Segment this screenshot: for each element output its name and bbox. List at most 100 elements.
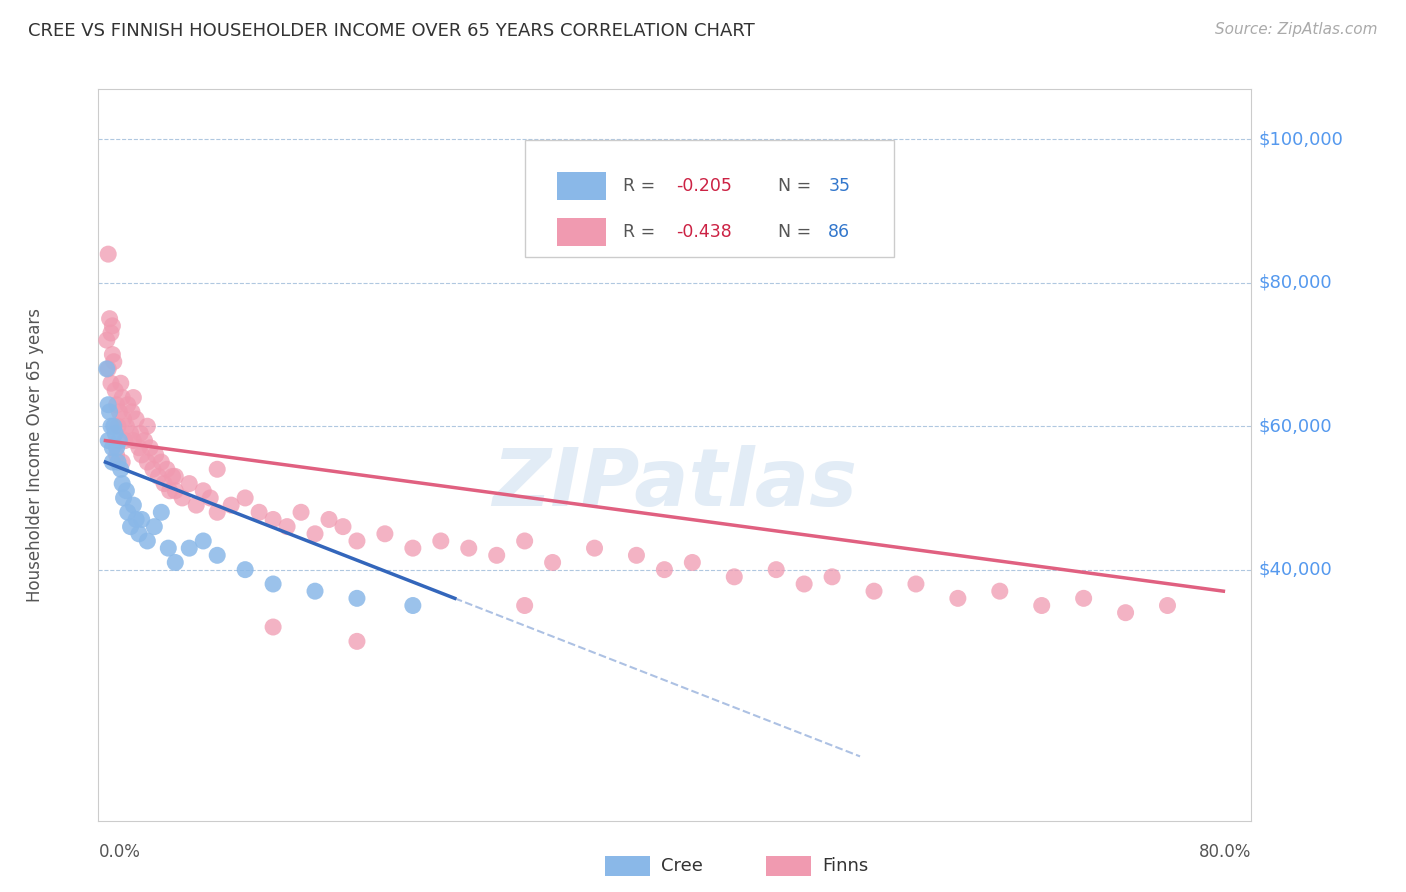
Point — [318, 512, 340, 526]
Point — [105, 448, 128, 462]
Point — [111, 476, 134, 491]
Point — [150, 505, 173, 519]
Text: Finns: Finns — [823, 857, 869, 875]
Text: N =: N = — [768, 177, 817, 194]
Point — [179, 541, 201, 556]
Point — [165, 469, 187, 483]
Point — [205, 505, 228, 519]
Point — [100, 376, 122, 391]
Point — [142, 462, 165, 476]
Point — [136, 533, 159, 548]
Point — [793, 577, 815, 591]
Text: N =: N = — [768, 223, 817, 241]
Point — [125, 512, 148, 526]
Point — [513, 599, 536, 613]
Point — [101, 318, 124, 333]
Point — [262, 577, 284, 591]
Point — [402, 599, 425, 613]
Point — [346, 591, 368, 606]
Point — [103, 354, 125, 368]
Point — [276, 519, 298, 533]
Point — [346, 634, 368, 648]
Text: -0.438: -0.438 — [676, 223, 731, 241]
Point — [125, 412, 148, 426]
Point — [134, 434, 156, 448]
FancyBboxPatch shape — [524, 140, 894, 258]
Point — [128, 526, 150, 541]
Text: R =: R = — [623, 223, 661, 241]
Point — [111, 391, 134, 405]
Point — [101, 455, 124, 469]
Point — [120, 426, 142, 441]
Point — [97, 247, 120, 261]
Text: $60,000: $60,000 — [1258, 417, 1331, 435]
Point — [105, 398, 128, 412]
Point — [117, 505, 139, 519]
Point — [457, 541, 479, 556]
Point — [988, 584, 1011, 599]
Text: Source: ZipAtlas.com: Source: ZipAtlas.com — [1215, 22, 1378, 37]
Point — [200, 491, 222, 505]
Point — [654, 563, 676, 577]
Point — [159, 483, 181, 498]
Point — [485, 549, 508, 563]
Point — [304, 526, 326, 541]
Point — [97, 434, 120, 448]
Point — [143, 519, 166, 533]
Text: Cree: Cree — [661, 857, 703, 875]
Point — [108, 434, 131, 448]
Point — [107, 419, 129, 434]
Text: 0.0%: 0.0% — [98, 843, 141, 861]
Point — [863, 584, 886, 599]
Point — [100, 419, 122, 434]
Text: 86: 86 — [828, 223, 851, 241]
Point — [262, 512, 284, 526]
Point — [765, 563, 787, 577]
Point — [233, 563, 256, 577]
Point — [821, 570, 844, 584]
Text: 35: 35 — [828, 177, 851, 194]
Point — [247, 505, 270, 519]
Point — [904, 577, 927, 591]
Point — [153, 476, 176, 491]
Point — [122, 498, 145, 512]
Point — [97, 362, 120, 376]
Point — [103, 419, 125, 434]
Point — [156, 462, 179, 476]
Point — [172, 491, 194, 505]
Point — [233, 491, 256, 505]
Point — [98, 405, 121, 419]
Point — [131, 512, 153, 526]
Point — [120, 519, 142, 533]
Point — [205, 549, 228, 563]
Point — [105, 441, 128, 455]
Point — [115, 419, 138, 434]
Point — [97, 398, 120, 412]
Text: -0.205: -0.205 — [676, 177, 733, 194]
Point — [139, 441, 162, 455]
Point — [104, 384, 127, 398]
Point — [332, 519, 354, 533]
Point — [165, 483, 187, 498]
Point — [96, 333, 118, 347]
Point — [150, 455, 173, 469]
Point — [681, 556, 703, 570]
Point — [110, 376, 132, 391]
Text: ZIPatlas: ZIPatlas — [492, 445, 858, 524]
Point — [402, 541, 425, 556]
Point — [136, 455, 159, 469]
Point — [101, 347, 124, 361]
Point — [374, 526, 396, 541]
Text: $80,000: $80,000 — [1258, 274, 1331, 292]
Point — [96, 362, 118, 376]
Point — [101, 441, 124, 455]
Text: CREE VS FINNISH HOUSEHOLDER INCOME OVER 65 YEARS CORRELATION CHART: CREE VS FINNISH HOUSEHOLDER INCOME OVER … — [28, 22, 755, 40]
Point — [262, 620, 284, 634]
Point — [626, 549, 648, 563]
Point — [541, 556, 564, 570]
Point — [112, 412, 135, 426]
Point — [145, 448, 167, 462]
Point — [128, 441, 150, 455]
Point — [179, 476, 201, 491]
Point — [219, 498, 242, 512]
